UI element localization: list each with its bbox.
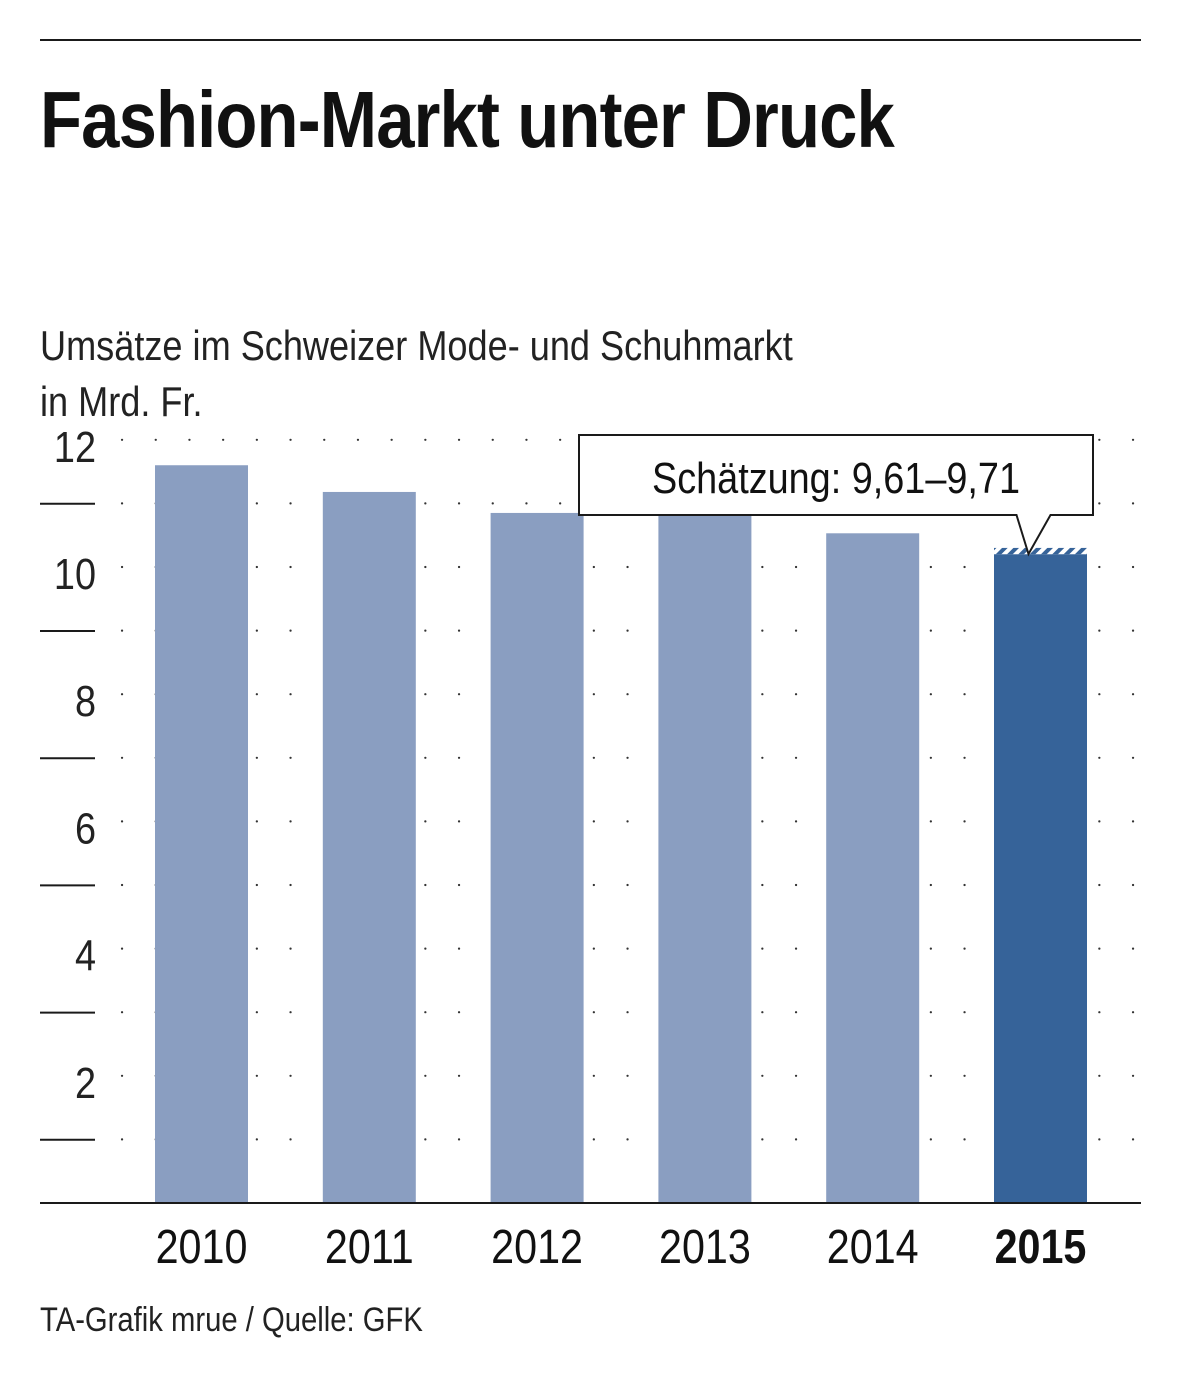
y-axis-ticks: 2 4 6 8 10 12 <box>40 422 96 1141</box>
y-tick-label: 2 <box>75 1058 96 1107</box>
source-credit: TA-Grafik mrue / Quelle: GFK <box>40 1301 423 1339</box>
estimate-callout: Schätzung: 9,61–9,71 <box>578 434 1094 557</box>
chart-subtitle: Umsätze im Schweizer Mode- und Schuhmark… <box>40 318 793 430</box>
estimate-range-hatch <box>994 547 1087 555</box>
x-tick-label: 2010 <box>156 1220 248 1274</box>
x-tick-label: 2014 <box>827 1220 919 1274</box>
bars <box>155 465 1087 1203</box>
x-tick-label: 2013 <box>659 1220 751 1274</box>
bar-2015 <box>994 554 1087 1203</box>
bar-2014 <box>826 533 920 1203</box>
y-tick-label: 12 <box>54 422 96 471</box>
bar-2010 <box>155 465 248 1203</box>
bar-2011 <box>322 491 416 1203</box>
y-tick-label: 10 <box>54 549 96 598</box>
x-axis-labels: 2010 2011 2012 2013 2014 2015 <box>156 1220 1087 1274</box>
bar-2013 <box>658 514 752 1203</box>
y-tick-label: 8 <box>75 677 96 726</box>
callout-box <box>578 434 1094 557</box>
x-tick-label: 2015 <box>995 1220 1087 1274</box>
subtitle-line-2: in Mrd. Fr. <box>40 378 203 425</box>
subtitle-line-1: Umsätze im Schweizer Mode- und Schuhmark… <box>40 322 793 369</box>
top-rule <box>40 39 1141 41</box>
bar-2012 <box>490 512 584 1203</box>
x-tick-label: 2012 <box>491 1220 583 1274</box>
grid-dots <box>120 438 1143 1141</box>
y-tick-label: 4 <box>75 931 96 980</box>
x-tick-label: 2011 <box>325 1220 414 1274</box>
chart-title: Fashion-Markt unter Druck <box>40 75 895 164</box>
callout-text: Schätzung: 9,61–9,71 <box>652 453 1020 502</box>
y-tick-label: 6 <box>75 804 96 853</box>
